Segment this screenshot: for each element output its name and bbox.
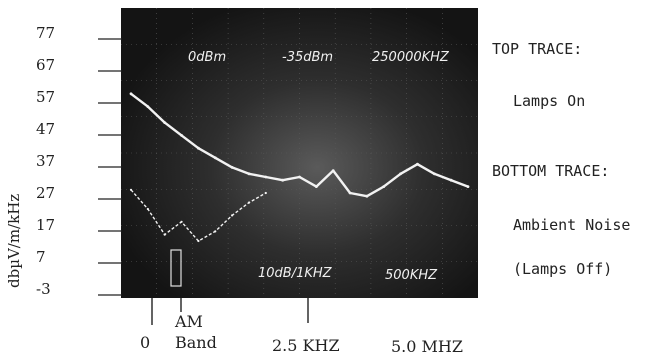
screen-label-top-left: 0dBm [188,50,226,65]
top-trace-point [281,178,285,182]
bottom-trace-point [247,201,251,204]
bottom-trace-point [180,220,183,223]
legend-top-title: TOP TRACE: [492,40,583,58]
y-tick-label: 17 [36,216,55,234]
bottom-trace-point [146,207,149,211]
scope-grid [121,8,478,298]
traces [129,92,470,243]
screen-label-top-right: 250000KHZ [372,50,450,65]
legend: TOP TRACE: Lamps On BOTTOM TRACE: Ambien… [492,30,668,330]
top-trace-point [466,185,470,189]
legend-bottom-desc1: Ambient Noise [513,216,631,234]
y-axis-label: dbµV/m/kHz [5,194,23,288]
top-trace-point [314,185,318,189]
y-tick-label: 7 [36,248,46,266]
top-trace-point [197,146,200,150]
y-tick-label: -3 [36,280,51,298]
top-trace-point [298,175,301,179]
top-trace-point [365,194,369,198]
y-axis: 77 67 57 47 37 27 17 7 -3 [36,24,122,298]
screen-label-bottom-right: 500KHZ [385,268,438,283]
x-tick-0: 0 [140,333,151,352]
bottom-trace-point [197,239,200,243]
y-tick-label: 37 [36,152,55,170]
bottom-trace-point [231,214,234,217]
screen-label-top-mid: -35dBm [282,50,333,65]
bottom-trace-point [163,233,166,236]
legend-bottom-title: BOTTOM TRACE: [492,162,610,180]
y-tick-label: 47 [36,120,55,138]
top-trace-point [213,156,217,160]
top-trace-point [180,134,183,137]
x-tick-5-0-mhz: 5.0 MHZ [391,337,463,356]
top-trace-point [331,169,335,173]
y-tick-label: 77 [36,24,55,42]
top-trace-point [146,105,150,108]
y-tick-label: 67 [36,56,55,74]
top-trace-point [416,162,419,166]
x-axis [151,298,309,325]
top-trace-point [348,191,352,195]
top-trace-point [432,172,436,176]
y-axis-label-box: dbµV/m/kHz [5,194,23,288]
marker-box [170,249,182,287]
y-tick-label: 57 [36,88,55,106]
top-trace-point [230,166,234,169]
top-trace-point [163,121,167,124]
x-tick-am-band: AM Band [175,312,217,352]
bottom-trace-point [214,230,217,233]
bottom-trace-point [129,188,133,191]
top-trace-point [399,172,402,176]
top-trace-point [247,172,251,176]
x-tick-2-5-khz: 2.5 KHZ [272,336,340,355]
legend-top-desc: Lamps On [513,92,586,110]
bottom-trace-point [264,191,267,195]
top-trace-point [129,92,133,96]
legend-bottom-desc2: (Lamps Off) [513,260,613,278]
top-trace-point [382,185,386,189]
top-trace-point [264,175,268,179]
y-tick-label: 27 [36,184,55,202]
top-trace-point [449,178,453,182]
screen-label-bottom-mid: 10dB/1KHZ [258,266,333,281]
